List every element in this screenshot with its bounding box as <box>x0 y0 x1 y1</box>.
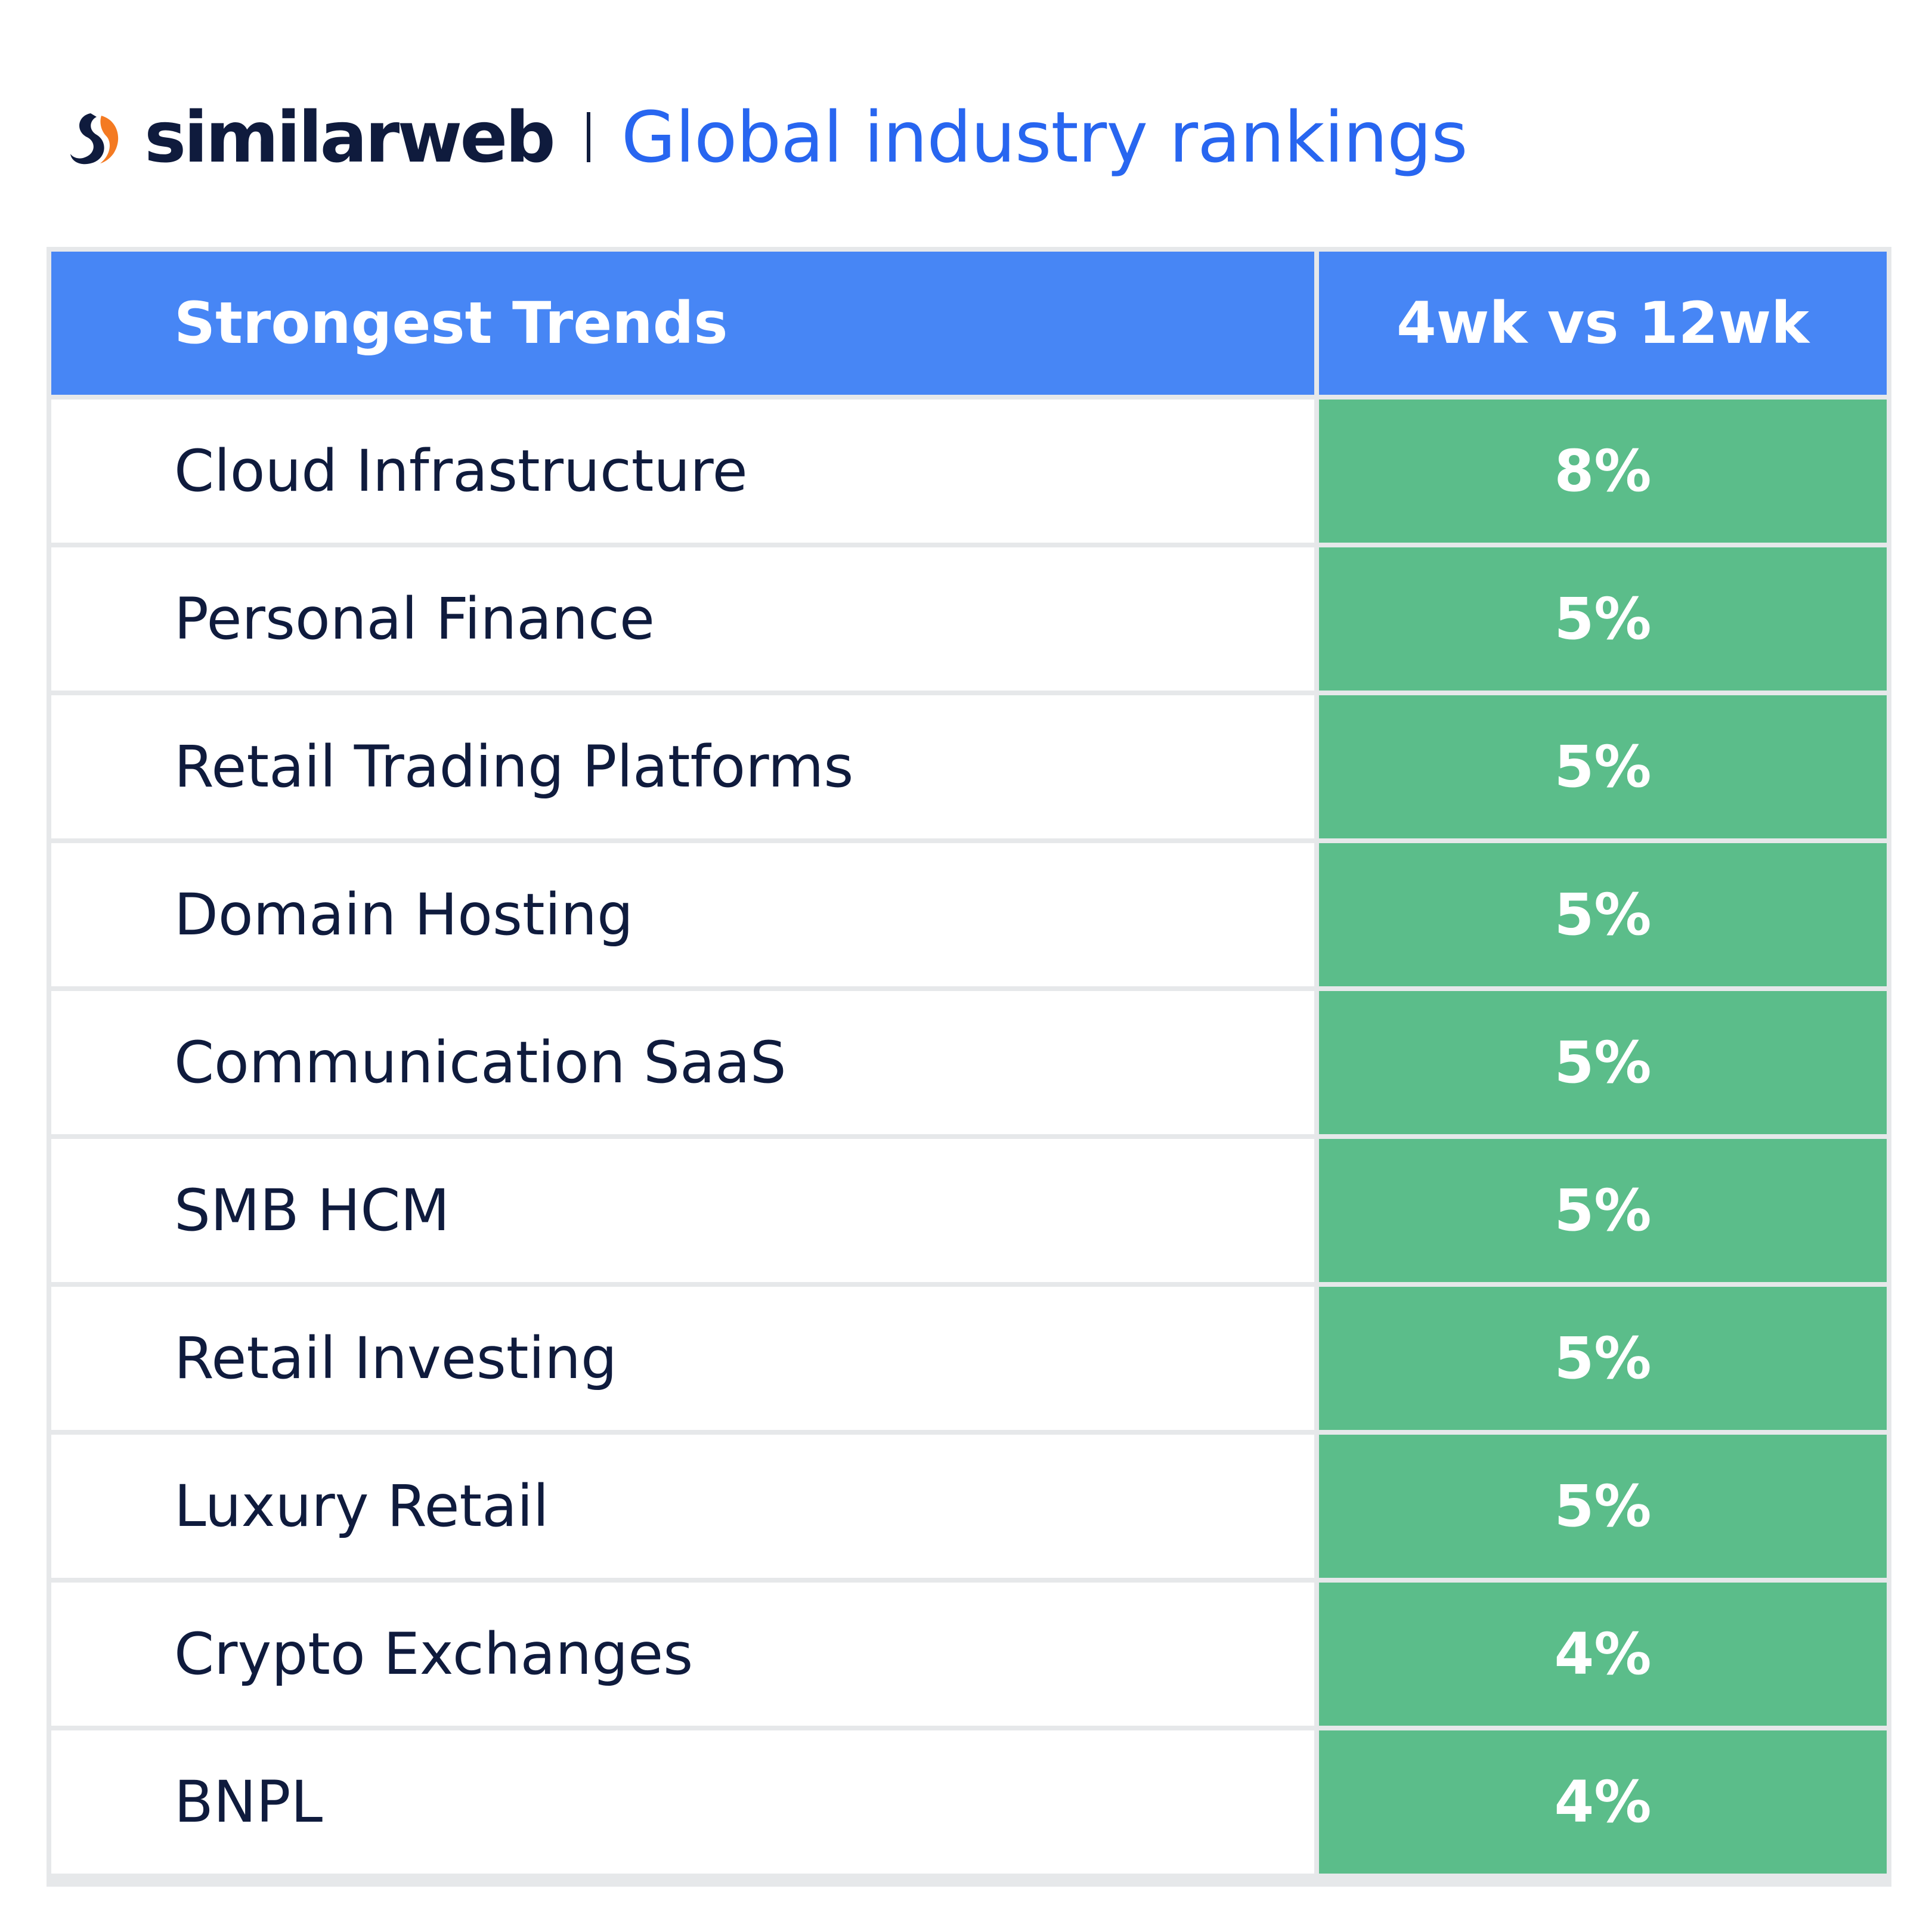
column-header-change: 4wk vs 12wk <box>1319 252 1887 395</box>
table-row: Retail Trading Platforms 5% <box>51 695 1887 838</box>
column-header-trends: Strongest Trends <box>51 252 1314 395</box>
rankings-table: Strongest Trends 4wk vs 12wk Cloud Infra… <box>47 247 1891 1887</box>
similarweb-logo-icon <box>70 113 119 165</box>
trend-value: 5% <box>1319 547 1887 691</box>
trend-label: SMB HCM <box>51 1139 1314 1282</box>
trend-label: Domain Hosting <box>51 843 1314 986</box>
trend-label: Personal Finance <box>51 547 1314 691</box>
header: similarweb Global industry rankings <box>67 89 1468 185</box>
table-row: Communication SaaS 5% <box>51 991 1887 1134</box>
trend-value: 8% <box>1319 400 1887 543</box>
page-title: Global industry rankings <box>621 96 1468 178</box>
table-row: Retail Investing 5% <box>51 1287 1887 1430</box>
brand-name: similarweb <box>144 96 556 178</box>
trend-label: Crypto Exchanges <box>51 1583 1314 1726</box>
trend-value: 5% <box>1319 843 1887 986</box>
table-row: Personal Finance 5% <box>51 547 1887 691</box>
table-row: Crypto Exchanges 4% <box>51 1583 1887 1726</box>
trend-value: 5% <box>1319 1435 1887 1578</box>
trend-value: 5% <box>1319 1287 1887 1430</box>
table-row: BNPL 4% <box>51 1730 1887 1874</box>
table-header-row: Strongest Trends 4wk vs 12wk <box>51 252 1887 395</box>
trend-value: 4% <box>1319 1583 1887 1726</box>
trend-value: 5% <box>1319 1139 1887 1282</box>
header-divider <box>586 112 590 162</box>
trend-value: 5% <box>1319 991 1887 1134</box>
trend-label: Cloud Infrastructure <box>51 400 1314 543</box>
trend-label: BNPL <box>51 1730 1314 1874</box>
trend-value: 4% <box>1319 1730 1887 1874</box>
table-row: Luxury Retail 5% <box>51 1435 1887 1578</box>
table-row: Domain Hosting 5% <box>51 843 1887 986</box>
trend-value: 5% <box>1319 695 1887 838</box>
trend-label: Retail Trading Platforms <box>51 695 1314 838</box>
trend-label: Communication SaaS <box>51 991 1314 1134</box>
trend-label: Luxury Retail <box>51 1435 1314 1578</box>
table-row: SMB HCM 5% <box>51 1139 1887 1282</box>
trend-label: Retail Investing <box>51 1287 1314 1430</box>
table-row: Cloud Infrastructure 8% <box>51 400 1887 543</box>
